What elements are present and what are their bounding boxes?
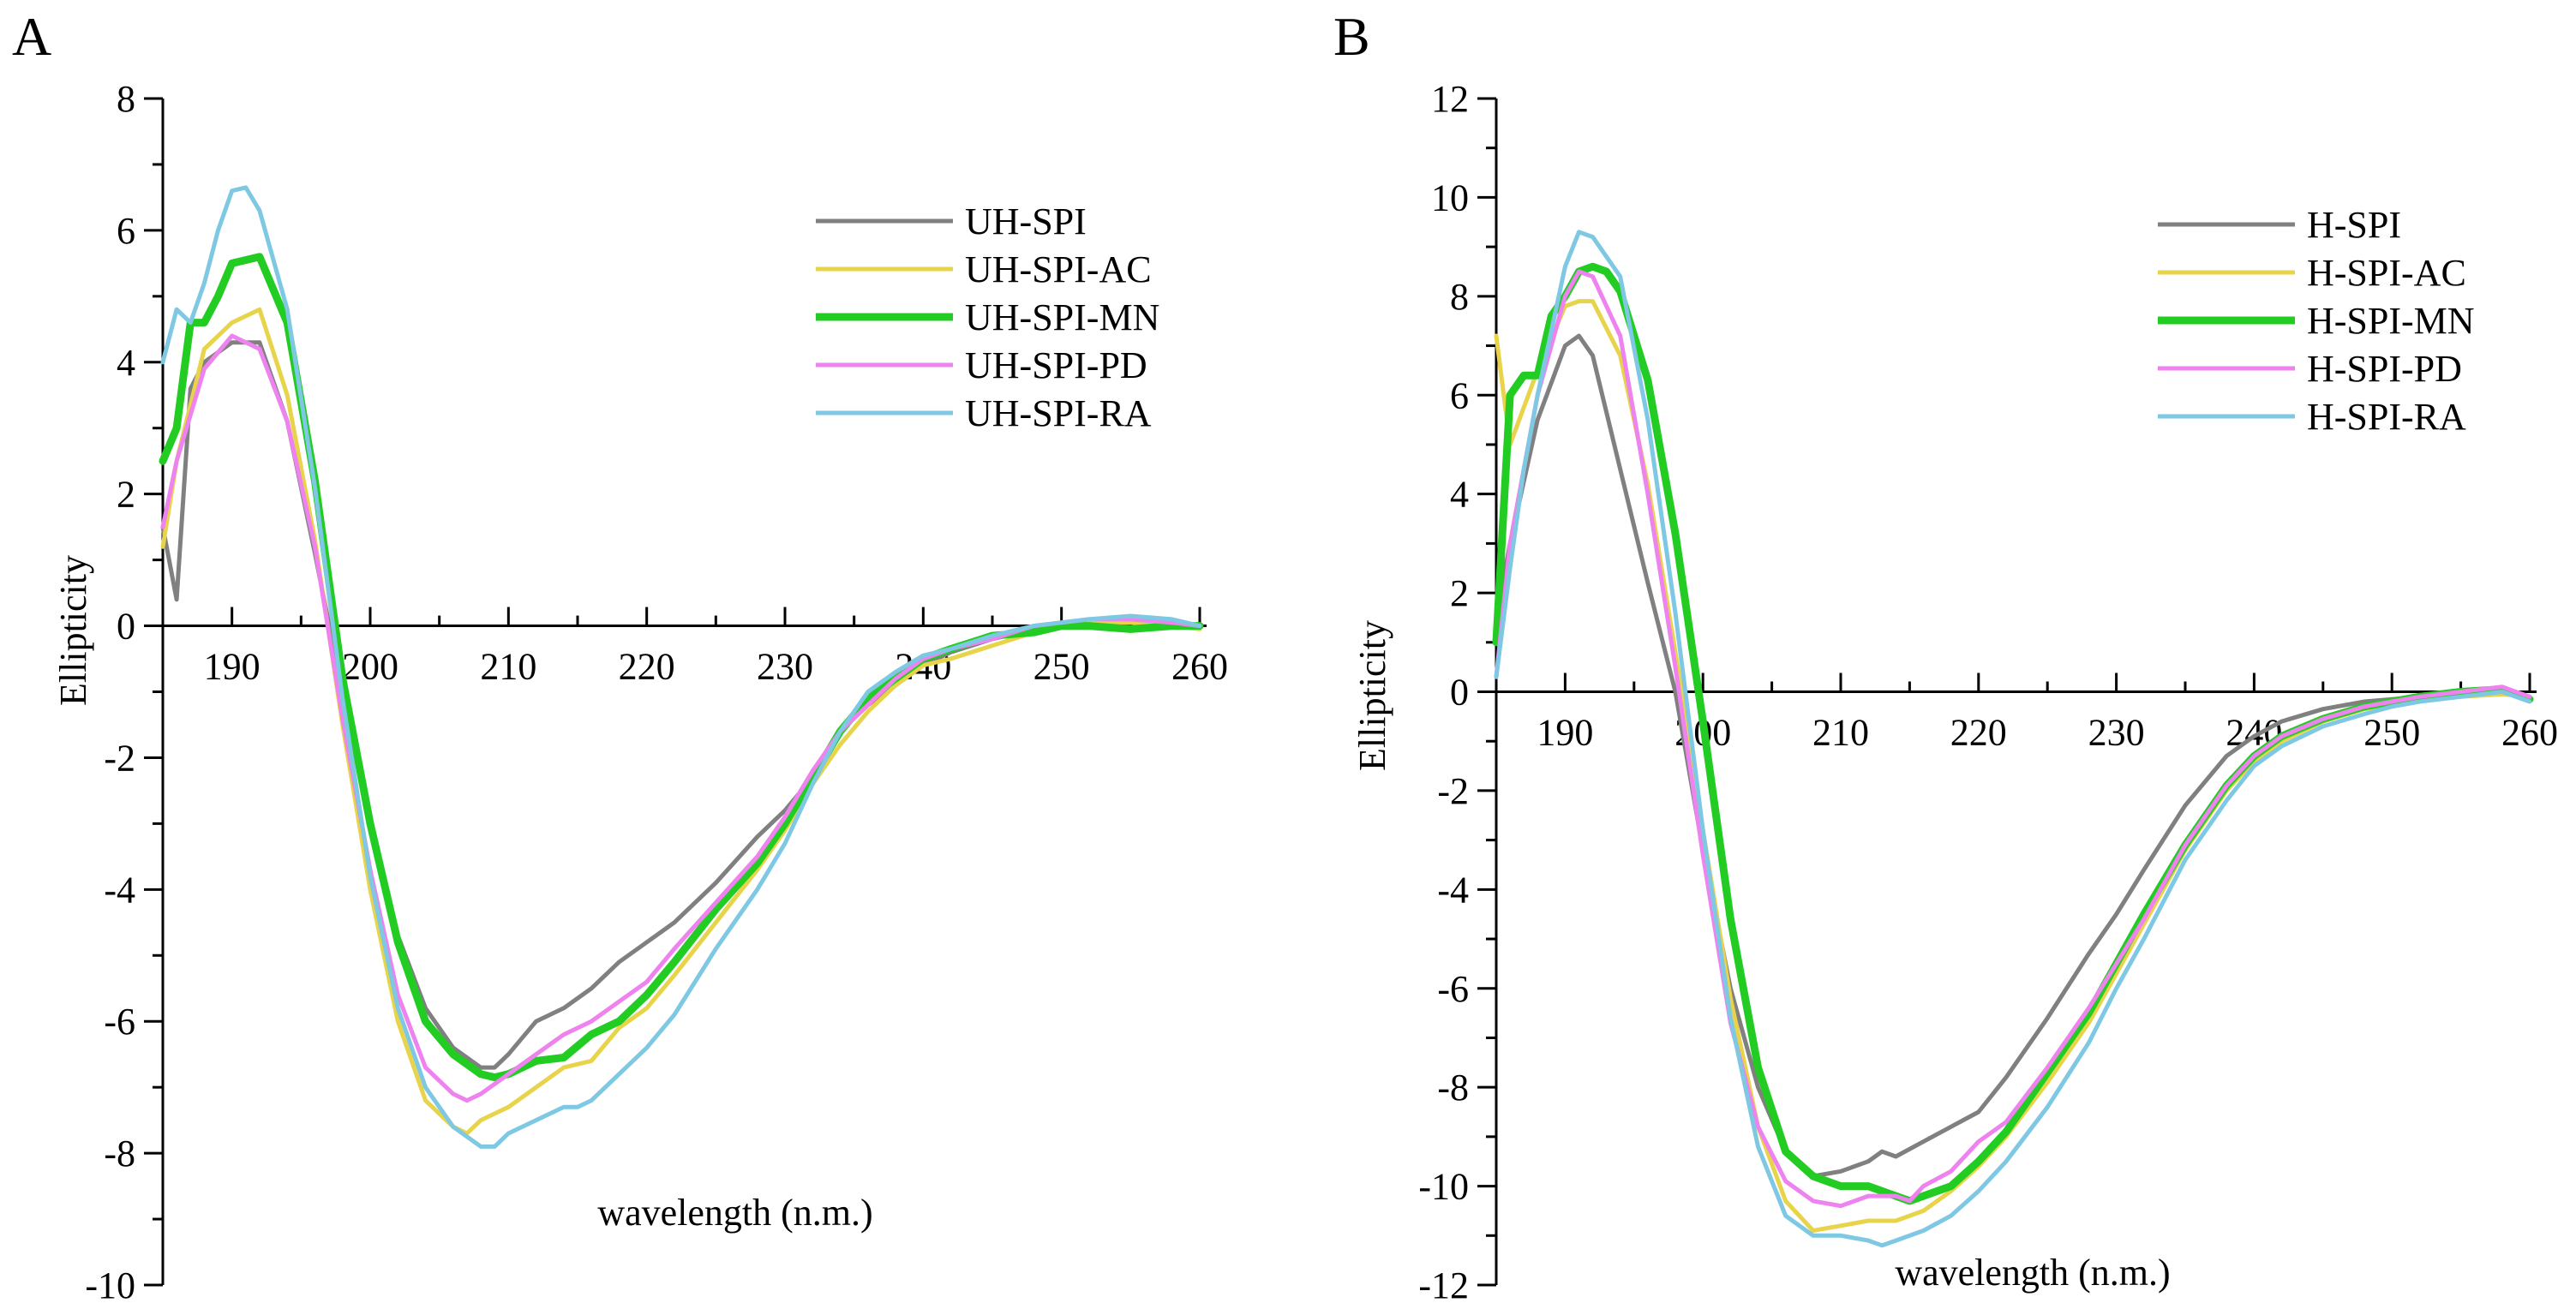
x-tick-label: 200: [342, 646, 398, 688]
y-tick-label: -6: [104, 1001, 135, 1043]
legend-label: H-SPI-AC: [2307, 252, 2466, 294]
y-tick-label: 0: [117, 606, 135, 648]
panel-letter-a: A: [12, 6, 51, 67]
y-tick-label: -10: [1418, 1166, 1469, 1208]
y-tick-label: 12: [1431, 78, 1469, 120]
legend-label: UH-SPI-PD: [965, 344, 1147, 386]
x-tick-label: 250: [1033, 646, 1090, 688]
legend-label: H-SPI: [2307, 204, 2401, 246]
legend-label: UH-SPI-AC: [965, 248, 1152, 290]
x-tick-label: 190: [204, 646, 261, 688]
y-tick-label: -2: [1437, 770, 1469, 812]
x-tick-label: 250: [2363, 712, 2420, 754]
legend-label: UH-SPI: [965, 200, 1087, 242]
y-axis-title-b: Ellipticity: [1351, 620, 1393, 771]
legend-label: H-SPI-MN: [2307, 300, 2475, 342]
y-tick-label: -6: [1437, 968, 1469, 1010]
legend-label: H-SPI-PD: [2307, 348, 2462, 390]
chart-panel-b: Ellipticity wavelength (n.m.) 12 10 8 6 4 2 0 -…: [1351, 78, 2558, 1306]
y-tick-label: 2: [117, 474, 135, 516]
legend-label: H-SPI-RA: [2307, 396, 2466, 438]
y-tick-label: 4: [1450, 474, 1469, 516]
x-tick-label: 210: [480, 646, 536, 688]
y-axis-title-a: Ellipticity: [52, 555, 94, 706]
y-tick-label: -8: [1437, 1067, 1469, 1109]
x-tick-label: 210: [1812, 712, 1869, 754]
panel-letter-b: B: [1333, 6, 1370, 67]
legend-label: UH-SPI-MN: [965, 296, 1159, 338]
x-axis-title-a: wavelength (n.m.): [597, 1192, 872, 1234]
y-tick-label: -4: [104, 869, 135, 911]
legend: UH-SPI UH-SPI-AC UH-SPI-MN UH-SPI-PD UH-SPI-…: [816, 200, 1159, 434]
series-line-h-spi: [1494, 333, 2532, 1179]
x-tick-label: 260: [2501, 712, 2558, 754]
x-tick-label: 260: [1171, 646, 1228, 688]
y-tick-label: 10: [1431, 176, 1469, 218]
y-tick-label: 0: [1450, 672, 1469, 714]
y-tick-label: -4: [1437, 869, 1469, 911]
y-tick-label: 4: [117, 342, 135, 384]
y-tick-label: 6: [117, 210, 135, 252]
chart-panel-a: Ellipticity wavelength (n.m.) 8 6 4 2 0 -2 -4 -…: [52, 78, 1228, 1306]
y-tick-label: 2: [1450, 572, 1469, 614]
y-tick-label: 8: [117, 78, 135, 120]
x-tick-label: 220: [1950, 712, 2007, 754]
x-tick-label: 230: [2088, 712, 2145, 754]
y-tick-label: -2: [104, 737, 135, 779]
legend-label: UH-SPI-RA: [965, 392, 1152, 434]
series-line-h-spi-ra: [1494, 230, 2532, 1248]
y-tick-label: -12: [1418, 1264, 1469, 1306]
y-tick-label: -8: [104, 1133, 135, 1175]
series-line-h-spi-pd: [1494, 269, 2532, 1209]
x-tick-label: 220: [619, 646, 675, 688]
y-tick-label: 8: [1450, 276, 1469, 318]
x-axis-title-b: wavelength (n.m.): [1895, 1252, 2170, 1294]
series-line-uh-spi-pd: [160, 333, 1202, 1103]
legend: H-SPI H-SPI-AC H-SPI-MN H-SPI-PD H-SPI-RA: [2158, 204, 2475, 438]
y-tick-label: 6: [1450, 374, 1469, 416]
series-line-uh-spi-ra: [160, 185, 1202, 1149]
x-tick-label: 230: [757, 646, 813, 688]
x-tick-label: 190: [1537, 712, 1593, 754]
y-tick-label: -10: [85, 1264, 135, 1306]
